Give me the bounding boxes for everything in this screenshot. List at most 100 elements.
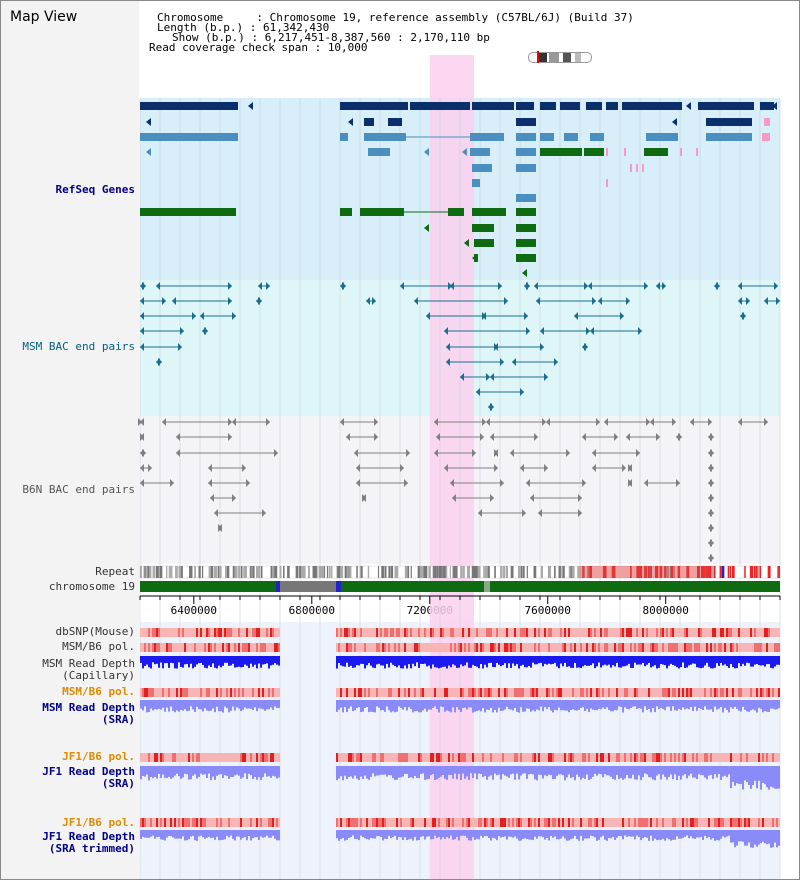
msm-sra-depth-bar	[218, 700, 220, 712]
jf1-trim-depth-bar	[224, 830, 226, 840]
jf1-b6-pol-band	[262, 818, 264, 827]
msm-b6-pol-band	[640, 688, 642, 697]
msm-b6-pol-band	[726, 643, 728, 652]
bac-end-icon	[178, 343, 182, 351]
jf1-sra-depth-bar	[202, 766, 204, 775]
dbsnp-band	[652, 628, 654, 637]
jf1-b6-pol-band	[336, 753, 338, 762]
jf1-b6-pol-band	[732, 753, 734, 762]
jf1-trim-depth-bar	[376, 830, 378, 837]
dbsnp-band	[570, 628, 572, 637]
jf1-b6-pol-band	[218, 753, 220, 762]
msm-b6-pol-band	[682, 643, 684, 652]
msm-sra-depth-bar	[730, 700, 732, 708]
dbsnp-band	[500, 628, 502, 637]
dbsnp-band	[340, 628, 342, 637]
msm-b6-pol-band	[758, 688, 760, 697]
jf1-b6-pol-band	[388, 818, 390, 827]
msm-b6-pol-band	[538, 643, 540, 652]
msm-sra-depth-bar	[462, 700, 464, 708]
dbsnp-band	[596, 628, 598, 637]
msm-b6-pol-band	[240, 688, 242, 697]
msm-b6-pol-band	[438, 688, 440, 697]
msm-b6-pol-band	[562, 643, 564, 652]
jf1-trim-depth-bar	[652, 830, 654, 841]
gene-block	[516, 118, 536, 126]
msm-b6-pol-band	[488, 688, 490, 697]
jf1-sra-depth-bar	[672, 766, 674, 780]
msm-b6-pol-band	[472, 688, 474, 697]
msm-capillary-depth-bar	[486, 656, 488, 668]
msm-capillary-depth-bar	[750, 656, 752, 667]
jf1-b6-pol-band	[508, 753, 510, 762]
msm-sra-depth-bar	[748, 700, 750, 712]
msm-b6-pol-band	[348, 643, 350, 652]
msm-sra-depth-bar	[204, 700, 206, 709]
repeat-element	[147, 566, 150, 578]
msm-sra-depth-bar	[652, 700, 654, 709]
jf1-sra-depth-bar	[652, 766, 654, 780]
msm-b6-pol-band	[368, 643, 370, 652]
msm-b6-pol-band	[354, 643, 356, 652]
dbsnp-band	[204, 628, 206, 637]
msm-b6-pol-band	[348, 688, 350, 697]
dbsnp-band	[772, 628, 774, 637]
repeat-element	[168, 566, 170, 578]
jf1-sra-depth-bar	[448, 766, 450, 775]
jf1-sra-depth-bar	[262, 766, 264, 778]
dbsnp-band	[270, 628, 272, 637]
msm-b6-pol-band	[402, 643, 404, 652]
msm-sra-depth-bar	[734, 700, 736, 707]
jf1-b6-pol-band	[772, 818, 774, 827]
jf1-trim-depth-bar	[688, 830, 690, 839]
jf1-b6-pol-band	[594, 753, 596, 762]
msm-capillary-depth-bar	[584, 656, 586, 666]
msm-b6-pol-band	[744, 688, 746, 697]
msm-b6-pol-band	[750, 643, 752, 652]
jf1-b6-pol-band	[620, 753, 622, 762]
jf1-b6-pol-band	[672, 818, 674, 827]
msm-sra-depth-bar	[398, 700, 400, 707]
jf1-sra-depth-bar	[484, 766, 486, 777]
jf1-trim-depth-bar	[416, 830, 418, 841]
repeat-element	[217, 566, 219, 578]
dbsnp-band	[736, 628, 738, 637]
jf1-sra-depth-bar	[624, 766, 626, 779]
jf1-b6-pol-band	[612, 753, 614, 762]
dbsnp-band	[442, 628, 444, 637]
dbsnp-band	[592, 628, 594, 637]
jf1-b6-pol-band	[398, 818, 400, 827]
msm-sra-depth-bar	[690, 700, 692, 707]
chromosome-ideogram[interactable]	[528, 52, 592, 63]
jf1-b6-pol-band	[638, 818, 640, 827]
msm-b6-pol-band	[600, 643, 602, 652]
repeat-element	[428, 566, 431, 578]
repeat-element	[390, 566, 394, 578]
msm-b6-pol-band	[380, 643, 382, 652]
jf1-b6-pol-band	[726, 753, 728, 762]
jf1-sra-depth-bar	[340, 766, 342, 777]
bac-end-icon	[192, 312, 196, 320]
msm-sra-depth-bar	[376, 700, 378, 707]
msm-b6-pol-band	[336, 688, 338, 697]
msm-b6-pol-band	[590, 643, 592, 652]
msm-capillary-depth-bar	[620, 656, 622, 668]
bac-end-icon	[566, 449, 570, 457]
jf1-sra-depth-bar	[436, 766, 438, 780]
jf1-b6-pol-band	[708, 818, 710, 827]
msm-b6-pol-band	[250, 643, 252, 652]
bac-end-icon	[490, 403, 494, 411]
gene-block	[340, 102, 408, 110]
dbsnp-band	[496, 628, 498, 637]
msm-b6-pol-band	[572, 688, 574, 697]
jf1-sra-depth-bar	[268, 766, 270, 777]
jf1-trim-depth-bar	[772, 830, 774, 848]
jf1-b6-pol-band	[156, 818, 158, 827]
repeat-element	[140, 566, 142, 578]
dbsnp-band	[602, 628, 604, 637]
jf1-sra-depth-bar	[170, 766, 172, 779]
msm-sra-depth-bar	[400, 700, 402, 708]
msm-b6-pol-band	[612, 643, 614, 652]
repeat-element	[250, 566, 252, 578]
